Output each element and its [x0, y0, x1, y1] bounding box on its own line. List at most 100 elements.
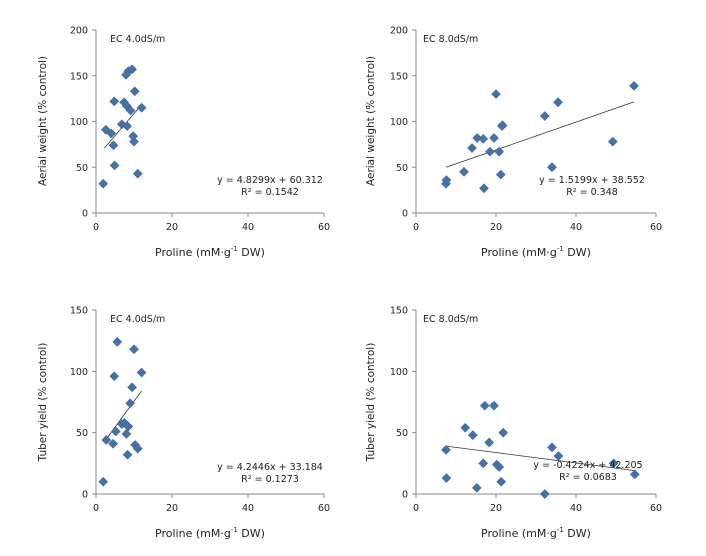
- y-tick-label: 0: [82, 490, 88, 501]
- y-tick-label: 0: [402, 209, 408, 220]
- x-axis-label-superscript: -1: [557, 245, 564, 253]
- r-squared-label: R² = 0.1542: [241, 187, 299, 198]
- x-axis-label: Proline (mM·g-1 DW): [481, 245, 591, 259]
- x-axis-label: Proline (mM·g-1 DW): [481, 526, 591, 540]
- data-point: [484, 437, 495, 448]
- y-tick-label: 200: [70, 26, 88, 37]
- data-point: [629, 80, 639, 91]
- data-point: [132, 168, 143, 179]
- data-point: [547, 442, 557, 453]
- data-point: [478, 458, 489, 469]
- y-tick-label: 150: [70, 71, 88, 82]
- condition-label: EC 4.0dS/m: [110, 34, 165, 45]
- y-tick-label: 100: [390, 367, 408, 378]
- data-point: [109, 160, 120, 171]
- data-point: [108, 140, 119, 151]
- data-point: [467, 430, 478, 441]
- x-axis-label-end: DW): [238, 246, 265, 259]
- condition-label: EC 4.0dS/m: [110, 314, 165, 325]
- trend-line: [445, 445, 635, 471]
- x-axis-label-end: DW): [564, 527, 591, 540]
- x-tick-label: 0: [413, 222, 419, 233]
- x-axis-label-unit: g: [550, 246, 557, 259]
- regression-equation: y = 4.8299x + 60.312: [217, 175, 323, 186]
- data-point: [123, 421, 134, 432]
- data-point: [485, 146, 495, 157]
- y-tick-label: 150: [70, 306, 88, 317]
- data-point: [498, 427, 509, 438]
- x-axis-label-dot: ·: [546, 246, 550, 259]
- x-axis-label-unit: g: [224, 246, 231, 259]
- regression-equation: y = 4.2446x + 33.184: [217, 462, 323, 473]
- y-axis-label: Tuber yield (% control): [37, 343, 49, 463]
- data-point: [472, 133, 483, 143]
- y-tick-label: 100: [70, 367, 88, 378]
- data-point: [125, 398, 136, 409]
- data-point: [489, 133, 499, 143]
- regression-equation: y = 1.5199x + 38.552: [539, 175, 645, 186]
- data-point: [129, 86, 140, 97]
- y-tick-label: 50: [76, 428, 88, 439]
- x-tick-label: 20: [166, 222, 178, 233]
- x-axis-label-superscript: -1: [231, 526, 238, 534]
- x-tick-label: 60: [650, 222, 662, 233]
- y-tick-label: 0: [402, 490, 408, 501]
- x-tick-label: 0: [93, 222, 99, 233]
- data-point: [491, 89, 501, 100]
- x-axis-label-unit: g: [550, 527, 557, 540]
- x-axis-label-dot: ·: [220, 527, 224, 540]
- x-axis-label-main: Proline (mM: [481, 246, 546, 259]
- data-point: [122, 449, 133, 460]
- data-point: [459, 166, 469, 177]
- data-point: [98, 476, 109, 487]
- data-point: [478, 133, 489, 144]
- chart-panel-1: 0 50 100 150 200 0 20 40 60 EC 4.0dS/m Aerial weig…: [37, 26, 330, 260]
- data-point: [101, 435, 112, 445]
- data-point: [460, 422, 471, 433]
- data-point: [495, 169, 506, 180]
- x-axis-label-superscript: -1: [557, 526, 564, 534]
- x-tick-label: 0: [93, 503, 99, 514]
- data-point: [497, 120, 508, 131]
- y-tick-label: 200: [390, 26, 408, 37]
- data-point: [121, 428, 132, 439]
- data-point: [553, 451, 564, 461]
- data-point: [136, 367, 147, 378]
- x-tick-label: 40: [242, 222, 254, 233]
- data-point: [125, 105, 136, 116]
- data-point: [109, 96, 120, 107]
- data-point: [109, 371, 120, 382]
- data-point: [136, 102, 147, 113]
- data-point: [607, 136, 618, 147]
- x-axis-label-end: DW): [238, 527, 265, 540]
- chart-panel-3: 0 50 100 150 0 20 40 60 EC 4.0dS/m Tuber yield (%…: [37, 306, 330, 541]
- r-squared-label: R² = 0.0683: [559, 472, 617, 483]
- y-tick-label: 0: [82, 209, 88, 220]
- x-tick-label: 60: [318, 503, 330, 514]
- data-point: [608, 458, 619, 469]
- x-axis-label-unit: g: [224, 527, 231, 540]
- data-point: [489, 400, 499, 411]
- data-point: [441, 473, 452, 484]
- x-axis-label-main: Proline (mM: [155, 527, 220, 540]
- data-point: [494, 146, 505, 157]
- data-point: [467, 143, 477, 153]
- r-squared-label: R² = 0.348: [566, 187, 618, 198]
- x-tick-label: 40: [570, 222, 582, 233]
- r-squared-label: R² = 0.1273: [241, 474, 299, 485]
- data-point: [471, 482, 482, 493]
- chart-panel-2: 0 50 100 150 200 0 20 40 60 EC 8.0dS/m Aerial weig…: [365, 26, 662, 260]
- x-tick-label: 40: [570, 503, 582, 514]
- x-tick-label: 60: [650, 503, 662, 514]
- condition-label: EC 8.0dS/m: [423, 34, 478, 45]
- y-tick-label: 150: [390, 71, 408, 82]
- y-tick-label: 150: [390, 306, 408, 317]
- regression-equation: y = -0.4224x + 42.205: [533, 460, 642, 471]
- data-point: [129, 136, 139, 147]
- x-tick-label: 20: [490, 503, 502, 514]
- data-point: [106, 128, 117, 139]
- data-point: [441, 175, 452, 186]
- data-point: [110, 426, 121, 437]
- x-tick-label: 40: [242, 503, 254, 514]
